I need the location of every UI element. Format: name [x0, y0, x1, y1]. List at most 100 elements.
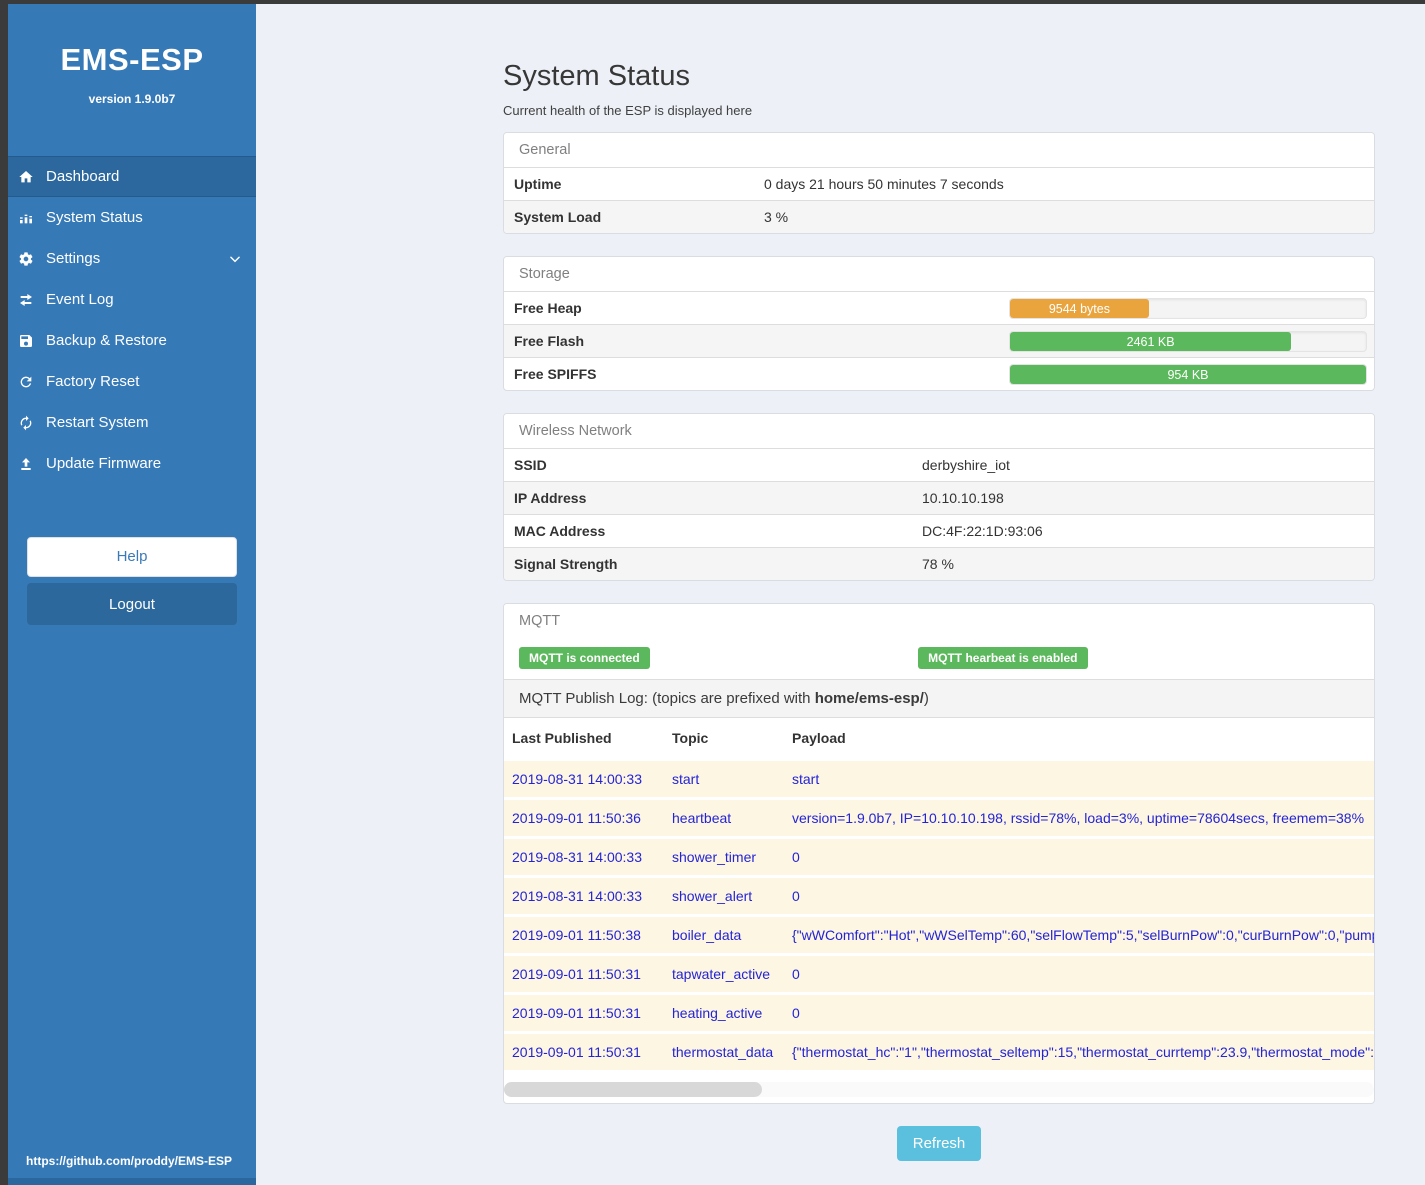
panel-mqtt-title: MQTT: [504, 604, 1374, 638]
progress-label: 2461 KB: [1126, 334, 1175, 349]
row-value: 9544 bytes: [1009, 291, 1374, 325]
sidebar-item-label: Factory Reset: [46, 373, 140, 390]
sidebar-item-label: Event Log: [46, 291, 114, 308]
sidebar-nav: Dashboard System Status Settings: [8, 156, 256, 484]
log-timestamp: 2019-09-01 11:50:38: [504, 914, 664, 955]
sidebar-item-label: Dashboard: [46, 168, 120, 185]
log-payload: 0: [784, 836, 1374, 877]
log-topic: heating_active: [664, 992, 784, 1033]
row-label: IP Address: [504, 481, 912, 515]
progress-track: 2461 KB: [1009, 330, 1367, 352]
help-button[interactable]: Help: [27, 537, 237, 577]
main-area: System Status Current health of the ESP …: [256, 4, 1425, 1185]
mqtt-log-table: Last Published Topic Payload 2019-08-31 …: [504, 718, 1374, 1070]
table-row: Signal Strength 78 %: [504, 547, 1374, 580]
logout-button[interactable]: Logout: [27, 583, 237, 625]
progress-label: 954 KB: [1167, 367, 1209, 382]
sidebar-item-label: Backup & Restore: [46, 332, 167, 349]
table-row: Free Heap 9544 bytes: [504, 291, 1374, 325]
chart-icon: [18, 210, 34, 226]
col-header-last-published: Last Published: [504, 718, 664, 760]
row-label: Free SPIFFS: [504, 357, 1009, 390]
publish-log-prefix: MQTT Publish Log: (topics are prefixed w…: [519, 690, 815, 707]
brand: EMS-ESP version 1.9.0b7: [8, 4, 256, 106]
sidebar-item[interactable]: Backup & Restore: [8, 320, 256, 361]
log-topic: start: [664, 758, 784, 799]
publish-log-suffix: ): [923, 690, 929, 707]
sidebar-item[interactable]: Factory Reset: [8, 361, 256, 402]
sidebar: EMS-ESP version 1.9.0b7 Dashboard System…: [8, 4, 256, 1178]
save-icon: [18, 333, 34, 349]
sidebar-item[interactable]: Update Firmware: [8, 443, 256, 484]
sidebar-item[interactable]: System Status: [8, 197, 256, 238]
exchange-icon: [18, 292, 34, 308]
table-row: System Load 3 %: [504, 200, 1374, 233]
table-row: Free SPIFFS 954 KB: [504, 357, 1374, 390]
row-label: SSID: [504, 448, 912, 482]
row-value: 10.10.10.198: [912, 481, 1374, 515]
log-topic: shower_alert: [664, 875, 784, 916]
publish-log-topic-prefix: home/ems-esp/: [814, 690, 924, 707]
mqtt-log-row: 2019-08-31 14:00:33 shower_alert 0: [504, 875, 1374, 916]
progress-label: 9544 bytes: [1048, 301, 1110, 316]
window-top-edge: [0, 0, 1425, 4]
status-badge: MQTT is connected: [519, 647, 650, 669]
page-subtitle: Current health of the ESP is displayed h…: [503, 103, 753, 118]
mqtt-log-row: 2019-08-31 14:00:33 start start: [504, 758, 1374, 799]
progress-track: 954 KB: [1009, 363, 1367, 385]
github-link[interactable]: https://github.com/proddy/EMS-ESP: [26, 1154, 232, 1168]
log-payload: {"thermostat_hc":"1","thermostat_seltemp…: [784, 1031, 1374, 1070]
col-header-payload: Payload: [784, 718, 1374, 760]
window-left-edge: [0, 0, 8, 1185]
mqtt-log-row: 2019-09-01 11:50:36 heartbeat version=1.…: [504, 797, 1374, 838]
refresh-button[interactable]: Refresh: [896, 1126, 982, 1161]
log-payload: 0: [784, 992, 1374, 1033]
chevron-down-icon: [228, 252, 242, 266]
horizontal-scrollbar: [504, 1082, 1374, 1097]
log-timestamp: 2019-09-01 11:50:31: [504, 953, 664, 994]
wireless-table: SSID derbyshire_iot IP Address 10.10.10.…: [504, 448, 1374, 580]
panel-general-title: General: [504, 133, 1374, 167]
mqtt-publish-log-label: MQTT Publish Log: (topics are prefixed w…: [504, 679, 1374, 718]
mqtt-badges-row: MQTT is connected MQTT hearbeat is enabl…: [504, 638, 1374, 679]
page-title: System Status: [503, 60, 690, 92]
sidebar-item-label: System Status: [46, 209, 143, 226]
sidebar-item-label: Settings: [46, 250, 101, 267]
sync-icon: [18, 415, 34, 431]
log-topic: boiler_data: [664, 914, 784, 955]
mqtt-log-row: 2019-09-01 11:50:31 heating_active 0: [504, 992, 1374, 1033]
log-timestamp: 2019-09-01 11:50:36: [504, 797, 664, 838]
scrollbar-thumb[interactable]: [504, 1082, 762, 1097]
row-value: DC:4F:22:1D:93:06: [912, 514, 1374, 548]
col-header-topic: Topic: [664, 718, 784, 760]
log-timestamp: 2019-08-31 14:00:33: [504, 758, 664, 799]
sidebar-item-label: Restart System: [46, 414, 149, 431]
storage-table: Free Heap 9544 bytes Free F: [504, 291, 1374, 390]
sidebar-item[interactable]: Settings: [8, 238, 256, 279]
log-timestamp: 2019-08-31 14:00:33: [504, 836, 664, 877]
row-label: Signal Strength: [504, 547, 912, 580]
progress-bar: 9544 bytes: [1010, 298, 1149, 318]
sidebar-item[interactable]: Dashboard: [8, 156, 256, 197]
log-payload: 0: [784, 875, 1374, 916]
app-title: EMS-ESP: [60, 42, 204, 77]
gear-icon: [18, 251, 34, 267]
log-topic: shower_timer: [664, 836, 784, 877]
row-label: MAC Address: [504, 514, 912, 548]
mqtt-log-row: 2019-08-31 14:00:33 shower_timer 0: [504, 836, 1374, 877]
panel-general: General Uptime 0 days 21 hours 50 minute…: [503, 132, 1375, 234]
row-label: Free Flash: [504, 324, 1009, 358]
sidebar-item-label: Update Firmware: [46, 455, 162, 472]
log-payload: start: [784, 758, 1374, 799]
mqtt-log-row: 2019-09-01 11:50:31 thermostat_data {"th…: [504, 1031, 1374, 1070]
panel-storage: Storage Free Heap 9544 bytes: [503, 256, 1375, 391]
log-topic: tapwater_active: [664, 953, 784, 994]
panel-wireless: Wireless Network SSID derbyshire_iot IP …: [503, 413, 1375, 581]
sidebar-item[interactable]: Restart System: [8, 402, 256, 443]
home-icon: [18, 169, 34, 185]
table-row: IP Address 10.10.10.198: [504, 481, 1374, 515]
app-version: version 1.9.0b7: [88, 92, 176, 106]
row-label: System Load: [504, 200, 754, 233]
log-payload: version=1.9.0b7, IP=10.10.10.198, rssid=…: [784, 797, 1374, 838]
sidebar-item[interactable]: Event Log: [8, 279, 256, 320]
